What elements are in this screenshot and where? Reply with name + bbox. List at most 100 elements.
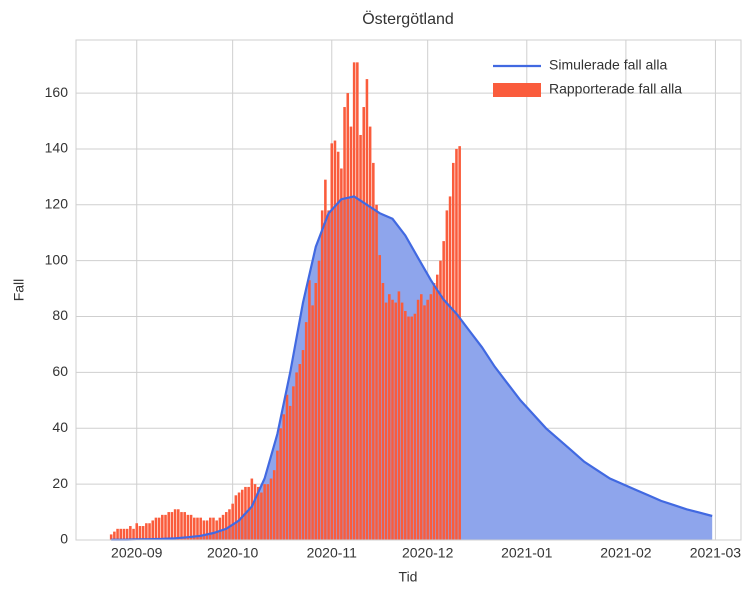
- y-tick-label: 100: [45, 251, 69, 267]
- x-tick-label: 2021-03: [690, 545, 742, 561]
- bar: [228, 509, 231, 540]
- bar: [170, 512, 174, 540]
- bar: [330, 143, 334, 540]
- bar: [234, 495, 238, 540]
- bar: [320, 210, 324, 541]
- bar: [308, 280, 311, 540]
- bar: [388, 294, 391, 540]
- x-tick-label: 2020-11: [307, 545, 358, 561]
- x-tick-label: 2021-02: [600, 545, 652, 561]
- bar: [285, 394, 289, 540]
- bar: [209, 517, 212, 540]
- bar: [237, 492, 241, 540]
- bar: [218, 517, 222, 540]
- bar: [349, 126, 353, 541]
- bar: [439, 260, 442, 540]
- bar: [458, 146, 461, 540]
- bar: [295, 372, 298, 540]
- bar: [432, 283, 436, 540]
- bar: [199, 517, 202, 540]
- bar: [404, 310, 407, 540]
- bar: [314, 283, 318, 540]
- bar: [317, 260, 321, 540]
- bar: [157, 517, 161, 540]
- bar: [304, 322, 308, 540]
- bar: [333, 140, 337, 540]
- bar: [250, 478, 254, 540]
- bar: [378, 255, 382, 540]
- bar: [445, 210, 449, 541]
- x-axis-label: Tid: [399, 569, 418, 585]
- bar: [215, 520, 218, 540]
- bar: [301, 350, 305, 540]
- bar: [413, 313, 417, 540]
- bar: [423, 305, 426, 540]
- bar: [327, 210, 330, 541]
- bar: [442, 241, 445, 541]
- legend-label: Rapporterade fall alla: [549, 81, 682, 97]
- bar: [151, 520, 155, 540]
- y-tick-label: 20: [52, 475, 68, 491]
- bar: [311, 305, 314, 540]
- bar: [260, 492, 263, 540]
- bar: [119, 528, 123, 540]
- bar: [266, 484, 270, 540]
- bar: [397, 291, 401, 540]
- bar: [161, 514, 164, 540]
- bar: [336, 151, 340, 540]
- bar: [164, 514, 167, 540]
- y-tick-label: 40: [52, 419, 68, 435]
- bar: [224, 512, 228, 540]
- bar: [193, 517, 196, 540]
- bar: [132, 528, 135, 540]
- bar: [263, 484, 266, 540]
- bar: [365, 79, 369, 541]
- x-tick-label: 2021-01: [501, 545, 553, 561]
- bar: [429, 294, 433, 540]
- bar: [189, 514, 193, 540]
- bar: [420, 294, 423, 540]
- bar: [221, 514, 225, 540]
- legend-label: Simulerade fall alla: [549, 57, 667, 73]
- bar: [122, 528, 126, 540]
- bar: [356, 62, 359, 540]
- bar: [288, 405, 292, 540]
- bar: [381, 283, 385, 540]
- bar: [272, 470, 276, 540]
- bar: [180, 512, 183, 540]
- bar: [384, 302, 388, 540]
- bar: [391, 299, 394, 540]
- bar: [282, 414, 286, 540]
- bar: [129, 526, 132, 540]
- bar: [135, 523, 139, 540]
- bar: [455, 148, 458, 541]
- x-tick-label: 2020-10: [207, 545, 259, 561]
- bar: [196, 517, 199, 540]
- bar: [346, 93, 350, 540]
- bar: [231, 503, 234, 540]
- bar: [247, 486, 250, 540]
- bar: [125, 528, 129, 540]
- y-tick-label: 140: [45, 140, 69, 156]
- bar: [202, 520, 206, 540]
- bar: [240, 489, 244, 540]
- bar: [138, 526, 142, 540]
- bar: [292, 386, 295, 540]
- line: [111, 195, 713, 541]
- bar: [352, 62, 356, 540]
- bar: [205, 520, 209, 540]
- bar: [372, 162, 375, 540]
- bar: [212, 517, 215, 540]
- bar: [183, 512, 186, 540]
- y-tick-label: 120: [45, 196, 69, 212]
- y-tick-label: 0: [60, 531, 68, 547]
- bar: [148, 523, 151, 540]
- bar: [109, 534, 113, 540]
- bar: [298, 364, 302, 540]
- bar: [186, 514, 190, 540]
- bar: [435, 274, 439, 540]
- bar: [394, 302, 397, 540]
- bar: [276, 450, 279, 540]
- x-tick-label: 2020-12: [402, 545, 454, 561]
